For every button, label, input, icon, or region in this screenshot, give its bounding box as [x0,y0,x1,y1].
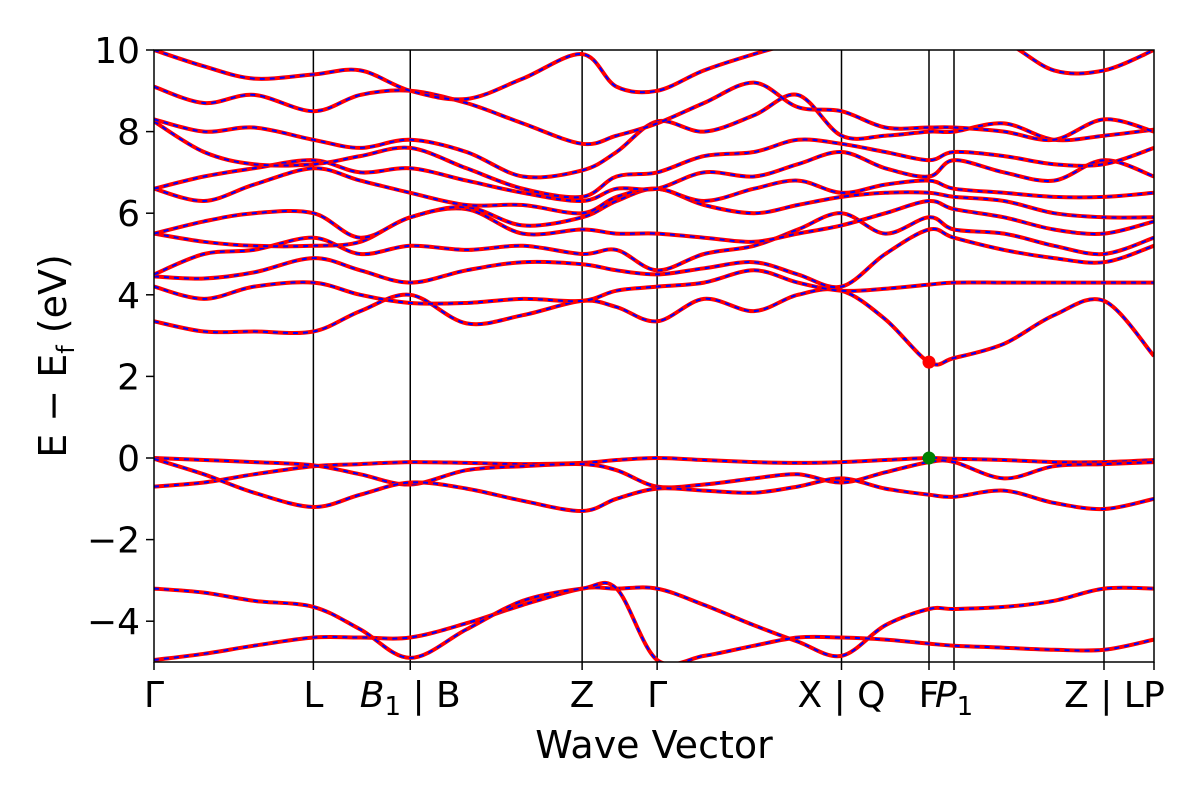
y-tick-label: 0 [117,439,140,480]
band-line [154,92,1154,180]
x-tick-label: B1 | B [360,675,461,722]
band-line-dashed [154,199,1154,248]
band-line-dashed [154,269,1154,305]
y-tick-label: −2 [87,521,140,562]
band-line-dashed [154,227,1154,289]
x-axis-label: Wave Vector [535,723,773,767]
band-line-dashed [154,81,1154,146]
band-lines [154,50,1154,662]
x-tick-label: Γ [144,675,164,716]
y-axis-ticks: −4 −2 0 2 4 6 8 10 [87,31,154,643]
plot-frame [153,49,1155,663]
band-line-dashed [154,288,1154,366]
y-tick-label: 6 [117,194,140,235]
band-line [154,580,1154,662]
x-tick-label: Z | L [1064,675,1144,716]
x-tick-label: P [1143,675,1165,716]
band-line-dashed [154,457,1154,513]
x-tick-label: Z [570,675,595,716]
band-line [154,50,1154,102]
plot-background [154,50,1154,662]
x-tick-label: X | Q [797,675,885,716]
band-line-dashed [154,167,1154,215]
x-tick-label: F [919,675,940,716]
band-line-dashed [154,120,1154,199]
band-line-dashed [154,150,1154,203]
y-tick-label: 4 [117,276,140,317]
y-tick-label: 10 [94,31,140,72]
band-edge-markers [922,355,936,465]
y-axis-label: E − Ef (eV) [31,254,80,458]
x-tick-label: Γ [647,675,667,716]
cbm-marker [922,355,936,369]
vbm-marker [922,451,936,465]
y-tick-label: 8 [117,113,140,154]
x-tick-label: P1 [935,675,973,722]
y-tick-label: −4 [87,602,140,643]
x-tick-label: L [303,675,323,716]
band-line-dashed [154,456,1154,488]
band-line [154,585,1154,662]
y-tick-label: 2 [117,357,140,398]
